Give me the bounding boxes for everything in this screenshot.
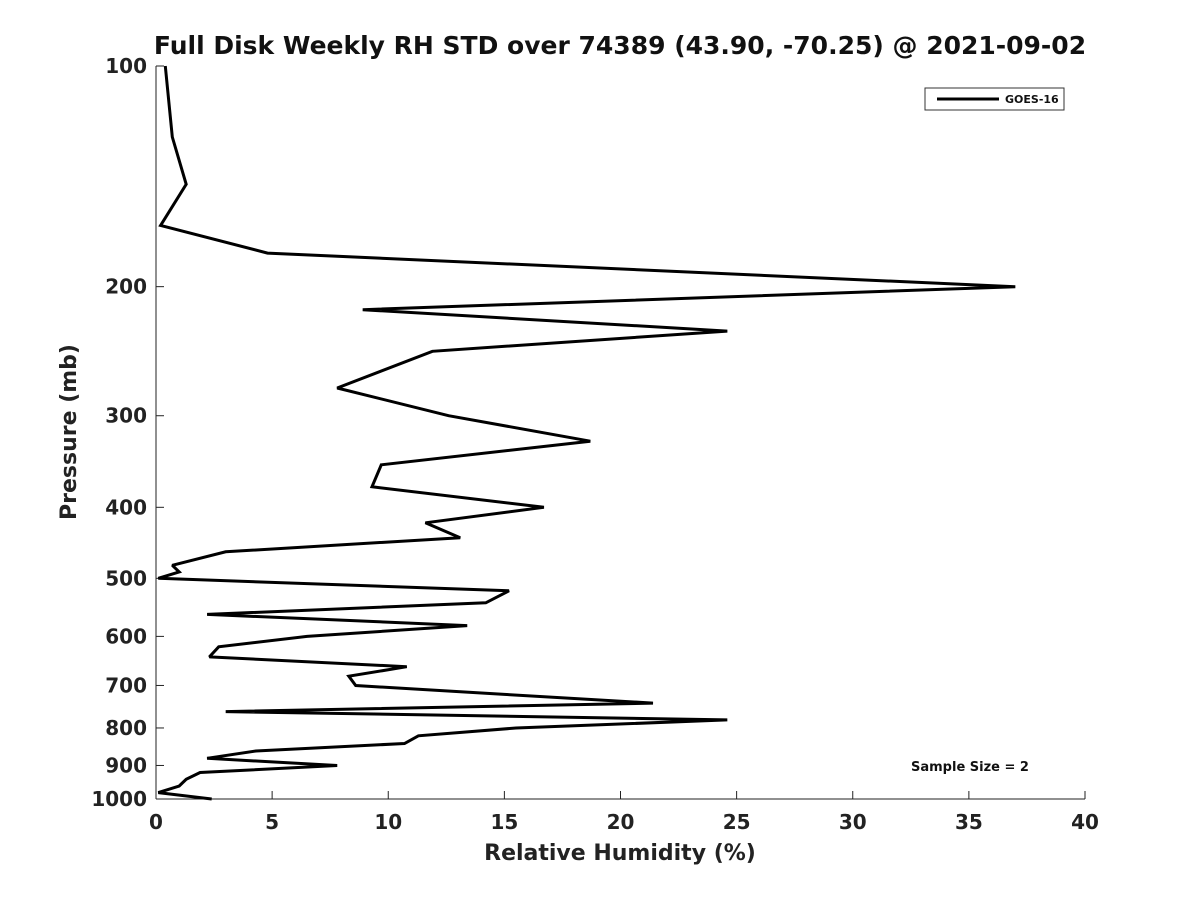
x-tick-label: 30 [839,810,867,834]
x-tick-label: 35 [955,810,983,834]
x-ticks: 0 5 10 15 20 25 30 35 40 [149,791,1099,834]
plot-area [156,66,1085,799]
y-tick-label: 1000 [91,787,147,811]
y-ticks: 100 200 300 400 500 600 700 800 900 1000 [91,54,164,811]
x-axis-label: Relative Humidity (%) [484,841,756,866]
series-line-goes-16 [157,65,1016,801]
x-tick-label: 20 [607,810,635,834]
y-tick-label: 900 [105,753,147,777]
y-tick-label: 600 [105,624,147,648]
chart-title: Full Disk Weekly RH STD over 74389 (43.9… [154,31,1086,60]
sample-size-annotation: Sample Size = 2 [911,760,1029,775]
x-tick-label: 40 [1071,810,1099,834]
x-tick-label: 0 [149,810,163,834]
series-layer [157,65,1016,801]
y-tick-label: 300 [105,404,147,428]
y-tick-label: 500 [105,566,147,590]
y-tick-label: 200 [105,275,147,299]
legend: GOES-16 [924,87,1065,111]
y-tick-label: 700 [105,673,147,697]
x-tick-label: 25 [723,810,751,834]
x-tick-label: 15 [490,810,518,834]
y-tick-label: 100 [105,54,147,78]
y-axis-label: Pressure (mb) [57,344,82,520]
x-tick-label: 5 [265,810,279,834]
x-tick-label: 10 [374,810,402,834]
y-tick-label: 400 [105,495,147,519]
y-tick-label: 800 [105,716,147,740]
legend-label-goes-16: GOES-16 [1005,93,1059,106]
